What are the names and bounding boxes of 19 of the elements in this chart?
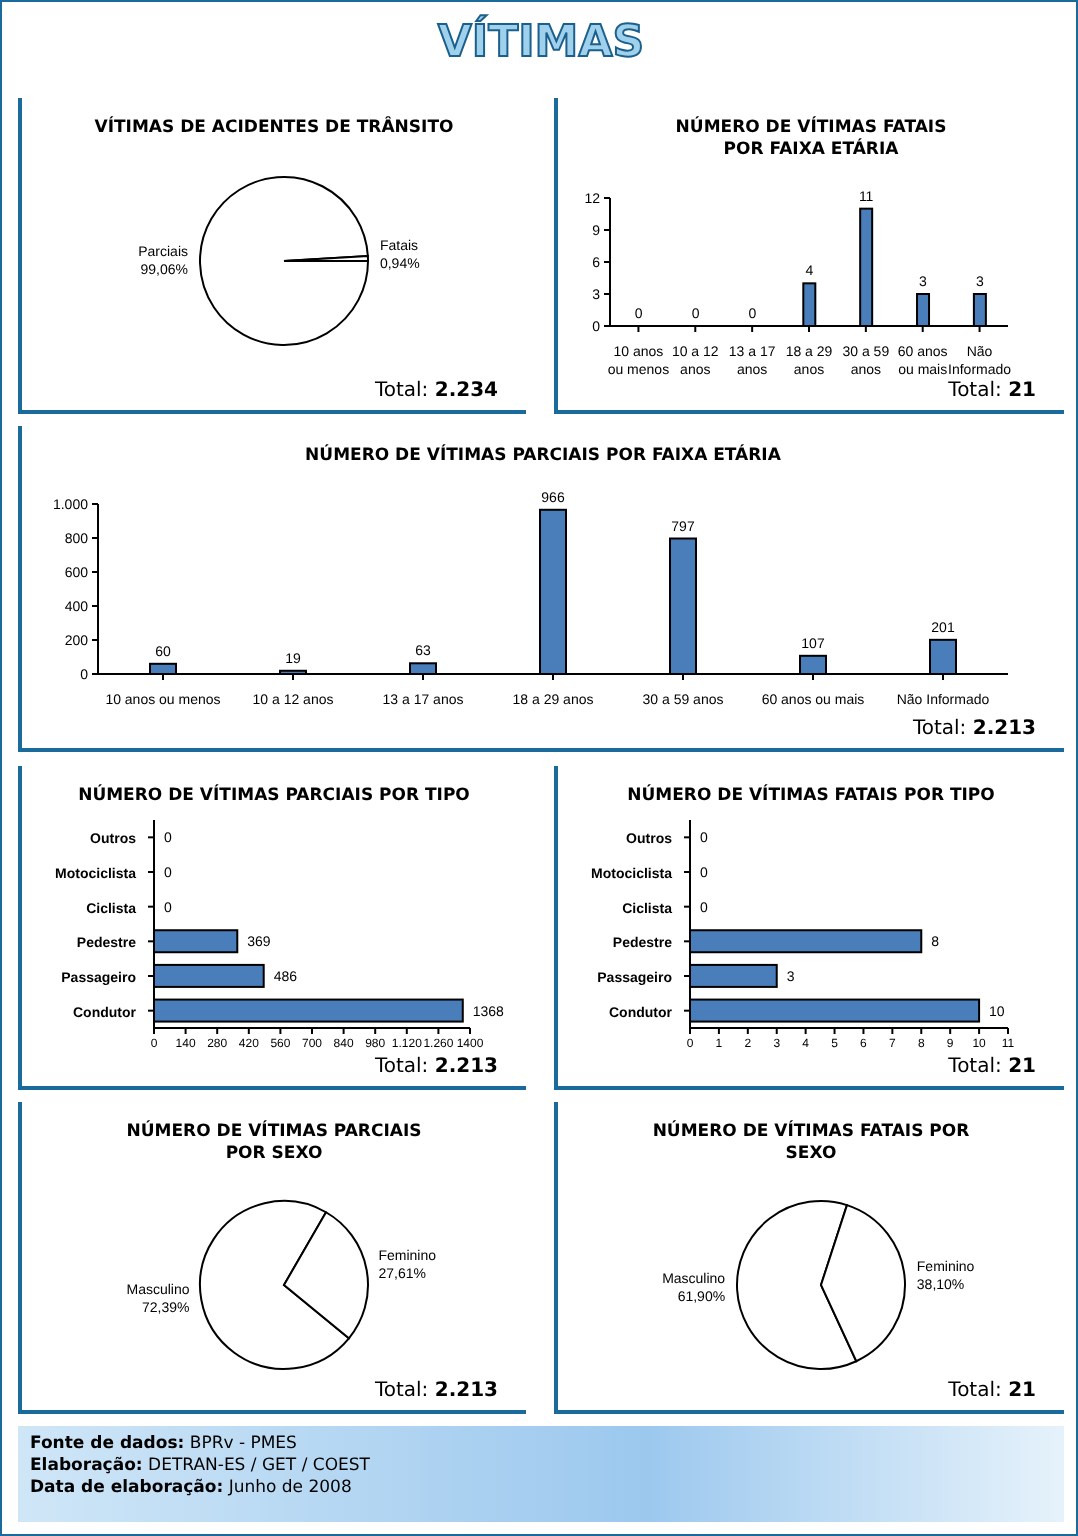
text: Total: 2.213 (374, 1056, 498, 1078)
chart-title: NÚMERO DE VÍTIMAS FATAIS POR TIPO (625, 786, 997, 808)
text: Total: 2.234 (374, 380, 498, 402)
text: Total: 21 (948, 1380, 1036, 1402)
text: Total: 21 (948, 380, 1036, 402)
text: Total: 2.213 (912, 718, 1036, 740)
chart-title: VÍTIMAS DE ACIDENTES DE TRÂNSITO (92, 118, 456, 140)
text: Total: 21 (948, 1056, 1036, 1078)
pie-slice (199, 176, 369, 346)
chart-title: NÚMERO DE VÍTIMAS PARCIAIS POR FAIXA ETÁRIA (303, 446, 783, 468)
chart-title: NÚMERO DE VÍTIMAS PARCIAIS POR SEXO (124, 1122, 424, 1166)
chart-title: NÚMERO DE VÍTIMAS PARCIAIS POR TIPO (76, 786, 472, 808)
text: Elaboração: DETRAN-ES / GET / COEST (30, 1456, 370, 1476)
chart-title: NÚMERO DE VÍTIMAS FATAIS POR SEXO (650, 1122, 972, 1166)
text: Data de elaboração: Junho de 2008 (30, 1478, 352, 1498)
text: Total: 2.213 (374, 1380, 498, 1402)
source-note: Fonte de dados: BPRv - PMES (30, 1434, 297, 1454)
chart-title: NÚMERO DE VÍTIMAS FATAIS POR FAIXA ETÁRIA (673, 118, 949, 162)
text: VÍTIMAS (435, 13, 647, 68)
